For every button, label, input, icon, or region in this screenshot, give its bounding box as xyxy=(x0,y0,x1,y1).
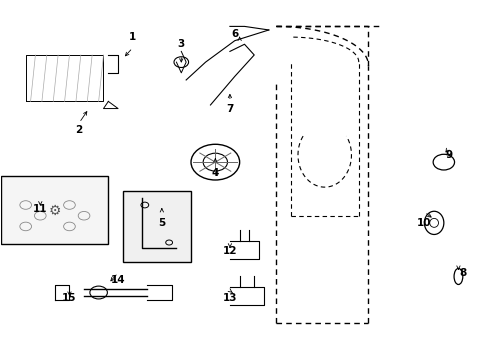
Text: 2: 2 xyxy=(76,125,82,135)
Text: 7: 7 xyxy=(226,104,233,113)
Text: 3: 3 xyxy=(177,39,184,49)
Bar xyxy=(1,176,108,244)
Text: 6: 6 xyxy=(231,28,238,39)
Bar xyxy=(122,191,191,262)
Text: 14: 14 xyxy=(111,275,125,285)
Text: 11: 11 xyxy=(33,203,47,213)
Text: 4: 4 xyxy=(211,168,219,178)
Text: 9: 9 xyxy=(444,150,451,160)
Text: 1: 1 xyxy=(129,32,136,42)
Text: 13: 13 xyxy=(222,293,237,303)
Text: 12: 12 xyxy=(222,247,237,256)
Text: ⚙: ⚙ xyxy=(48,203,61,217)
Text: 15: 15 xyxy=(62,293,77,303)
Text: 8: 8 xyxy=(459,268,466,278)
Text: 10: 10 xyxy=(416,218,431,228)
Text: 5: 5 xyxy=(158,218,165,228)
